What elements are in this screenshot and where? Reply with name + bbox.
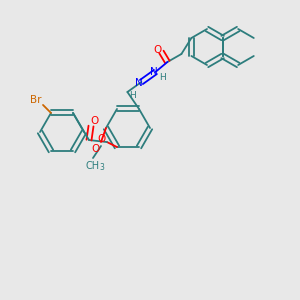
Text: O: O xyxy=(98,134,106,144)
Text: O: O xyxy=(153,45,161,55)
Text: N: N xyxy=(134,78,142,88)
Text: N: N xyxy=(149,67,157,77)
Text: 3: 3 xyxy=(100,164,104,172)
Text: CH: CH xyxy=(86,161,100,171)
Text: H: H xyxy=(129,92,136,100)
Text: O: O xyxy=(91,116,99,126)
Text: Br: Br xyxy=(30,95,42,105)
Text: O: O xyxy=(92,144,100,154)
Text: H: H xyxy=(159,74,166,82)
